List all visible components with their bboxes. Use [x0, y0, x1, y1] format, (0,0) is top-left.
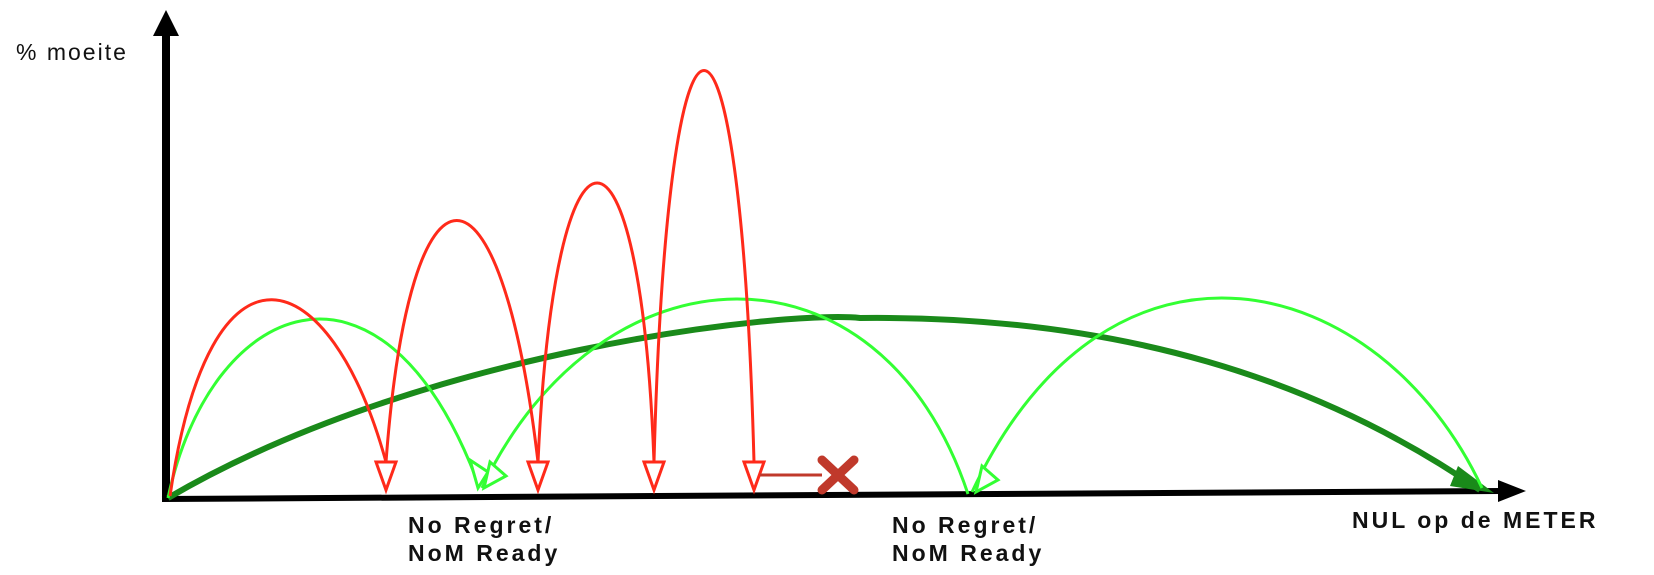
milestone-label-2-line-2: NoM Ready: [892, 540, 1045, 566]
red-arc-2: [384, 219, 540, 463]
stop-marker: [760, 455, 859, 495]
x-axis-end-label: NUL op de METER: [1352, 507, 1599, 533]
red-arrowhead-3-icon: [641, 460, 667, 495]
dark-green-arrowhead-icon: [1450, 466, 1494, 493]
red-arrowhead-4-icon: [741, 460, 767, 495]
light-green-arrowhead-1-icon: [467, 456, 491, 492]
cross-icon: [817, 455, 859, 495]
red-arc-4: [652, 69, 756, 463]
red-arrowhead-1-icon: [373, 460, 399, 495]
red-arc-1: [168, 298, 388, 497]
red-arrowhead-2-icon: [525, 460, 551, 495]
light-green-arrowhead-2-icon: [481, 459, 509, 491]
axes: [153, 10, 1526, 502]
milestone-label-2-line-1: No Regret/: [892, 512, 1039, 538]
milestone-label-2: No Regret/ NoM Ready: [892, 511, 1044, 567]
light-green-arc-1: [166, 317, 478, 499]
dark-green-path: [166, 314, 1494, 501]
red-arc-3: [536, 181, 656, 463]
milestone-label-1-line-2: NoM Ready: [408, 540, 561, 566]
y-axis-label: % moeite: [16, 39, 128, 65]
light-green-arc-3: [970, 296, 1484, 493]
red-paths: [168, 69, 767, 497]
milestone-label-1: No Regret/ NoM Ready: [408, 511, 560, 567]
y-axis-arrow-icon: [153, 10, 179, 36]
milestone-label-1-line-1: No Regret/: [408, 512, 555, 538]
x-axis: [161, 488, 1501, 502]
light-green-arrowhead-3-icon: [973, 463, 1001, 495]
dark-green-arc: [166, 314, 1482, 501]
x-axis-arrow-icon: [1498, 480, 1526, 502]
